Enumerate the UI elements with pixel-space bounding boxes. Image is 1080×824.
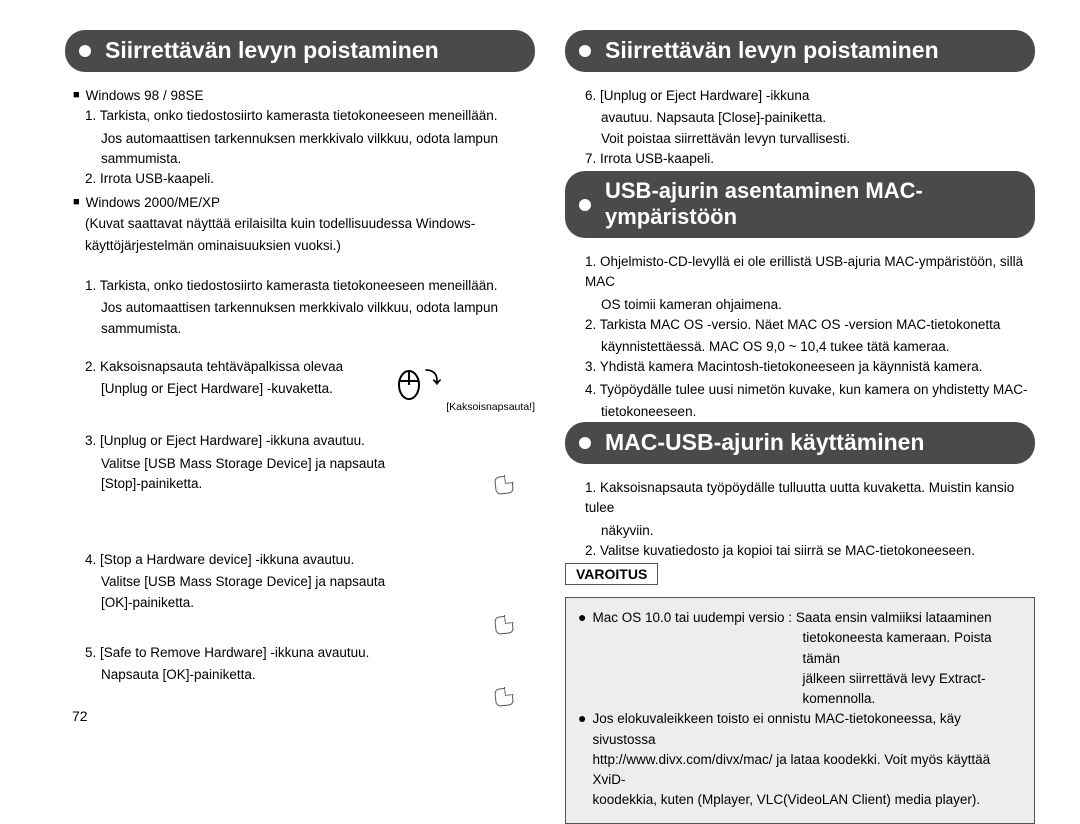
win2000-label: Windows 2000/ME/XP [86, 193, 220, 213]
step-4a: 4. [Stop a Hardware device] -ikkuna avau… [85, 550, 535, 570]
warning-item-2: ● Jos elokuvaleikkeen toisto ei onnistu … [578, 709, 1022, 810]
mac-1a: 1. Kaksoisnapsauta työpöydälle tulluutta… [585, 478, 1035, 519]
usb-2b: käynnistettäessä. MAC OS 9,0 ~ 10,4 tuke… [601, 337, 1035, 357]
bullet-dot-icon: ● [578, 608, 586, 709]
win98-step-1b: Jos automaattisen tarkennuksen merkkival… [101, 129, 535, 170]
win98-label: Windows 98 / 98SE [86, 86, 204, 106]
win98-step-2: 2. Irrota USB-kaapeli. [85, 169, 535, 189]
bullet-dot-icon: ● [578, 709, 586, 810]
win2000-sub1: (Kuvat saattavat näyttää erilaisilta kui… [85, 214, 535, 234]
usb-1b: OS toimii kameran ohjaimena. [601, 295, 1035, 315]
section-header-usb-mac-install: USB-ajurin asentaminen MAC-ympäristöön [565, 171, 1035, 238]
step-7: 7. Irrota USB-kaapeli. [585, 149, 1035, 169]
win98-step-1: 1. Tarkista, onko tiedostosiirto kameras… [85, 106, 535, 126]
square-bullet-icon: ■ [73, 196, 80, 213]
usb-4a: 4. Työpöydälle tulee uusi nimetön kuvake… [585, 380, 1035, 400]
mouse-cursor-graphic: ⤵ [Kaksoisnapsauta!] [375, 363, 535, 423]
usb-3: 3. Yhdistä kamera Macintosh-tietokoneese… [585, 357, 1035, 377]
win2000-heading: ■ Windows 2000/ME/XP [73, 193, 535, 213]
step-1b: Jos automaattisen tarkennuksen merkkival… [101, 298, 535, 339]
step-5a: 5. [Safe to Remove Hardware] -ikkuna ava… [85, 643, 535, 663]
step-6a: 6. [Unplug or Eject Hardware] -ikkuna [585, 86, 1035, 106]
step-3c: [Stop]-painiketta. [101, 474, 535, 494]
varoitus-box: VAROITUS ● Mac OS 10.0 tai uudempi versi… [565, 563, 1035, 824]
step-1a: 1. Tarkista, onko tiedostosiirto kameras… [85, 276, 535, 296]
v1c: jälkeen siirrettävä levy Extract-komenno… [592, 669, 1022, 710]
step-6c: Voit poistaa siirrettävän levyn turvalli… [601, 129, 1035, 149]
step-3b: Valitse [USB Mass Storage Device] ja nap… [101, 454, 535, 474]
v1b: tietokoneesta kameraan. Poista tämän [592, 628, 1022, 669]
v2c: koodekkia, kuten (Mplayer, VLC(VideoLAN … [592, 790, 1022, 810]
usb-2a: 2. Tarkista MAC OS -versio. Näet MAC OS … [585, 315, 1035, 335]
mac-2: 2. Valitse kuvatiedosto ja kopioi tai si… [585, 541, 1035, 561]
mouse-click-label: [Kaksoisnapsauta!] [446, 401, 535, 413]
win2000-sub2: käyttöjärjestelmän ominaisuuksien vuoksi… [85, 236, 535, 256]
warning-item-1: ● Mac OS 10.0 tai uudempi versio : Saata… [578, 608, 1022, 709]
win98-heading: ■ Windows 98 / 98SE [73, 86, 535, 106]
page-icon [494, 687, 514, 707]
square-bullet-icon: ■ [73, 89, 80, 106]
svg-text:⤵: ⤵ [425, 368, 442, 387]
v1a: Mac OS 10.0 tai uudempi versio : Saata e… [592, 608, 1022, 628]
section-header-left: Siirrettävän levyn poistaminen [65, 30, 535, 72]
varoitus-label: VAROITUS [565, 563, 658, 585]
section-header-right-1: Siirrettävän levyn poistaminen [565, 30, 1035, 72]
step-4b: Valitse [USB Mass Storage Device] ja nap… [101, 572, 535, 592]
step-6b: avautuu. Napsauta [Close]-painiketta. [601, 108, 1035, 128]
left-column: Siirrettävän levyn poistaminen ■ Windows… [65, 30, 535, 726]
step-5b: Napsauta [OK]-painiketta. [101, 665, 535, 685]
step-3a: 3. [Unplug or Eject Hardware] -ikkuna av… [85, 431, 535, 451]
usb-1a: 1. Ohjelmisto-CD-levyllä ei ole erillist… [585, 252, 1035, 293]
mac-1b: näkyviin. [601, 521, 1035, 541]
v2a: Jos elokuvaleikkeen toisto ei onnistu MA… [592, 709, 1022, 750]
section-header-mac-usb-use: MAC-USB-ajurin käyttäminen [565, 422, 1035, 464]
page-number: 72 [72, 708, 88, 724]
page-icon [494, 475, 514, 495]
step-4c: [OK]-painiketta. [101, 593, 535, 613]
right-column: Siirrettävän levyn poistaminen 6. [Unplu… [565, 30, 1035, 726]
page-icon [494, 615, 514, 635]
usb-4b: tietokoneeseen. [601, 402, 1035, 422]
v2b: http://www.divx.com/divx/mac/ ja lataa k… [592, 750, 1022, 791]
